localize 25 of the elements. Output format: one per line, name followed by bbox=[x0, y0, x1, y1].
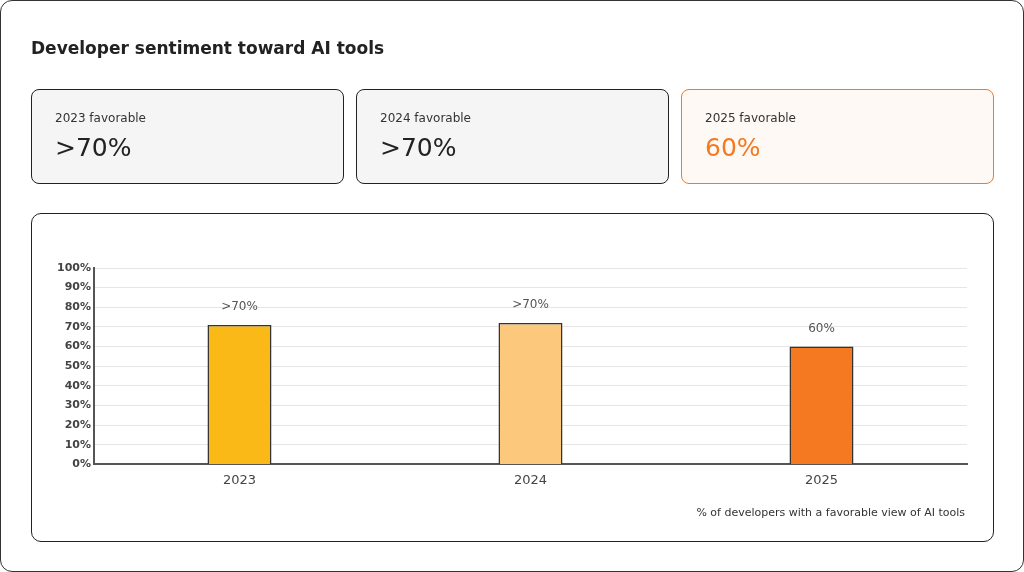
text: % of developers with a favorable view of AI tools bbox=[696, 506, 965, 519]
y-tick-label: 60% bbox=[64, 339, 91, 353]
y-tick-label: 50% bbox=[64, 359, 91, 373]
category-label: 2023 favorable bbox=[55, 111, 146, 125]
category-label: 2025 favorable bbox=[705, 111, 796, 125]
data-label: >70% bbox=[512, 297, 549, 312]
text: >70% bbox=[380, 133, 457, 162]
text: Developer sentiment toward AI tools bbox=[31, 38, 385, 58]
y-tick-label: 90% bbox=[64, 280, 91, 294]
y-tick-label: 80% bbox=[64, 300, 91, 314]
y-tick-label: 0% bbox=[72, 457, 91, 471]
y-tick-label: 100% bbox=[57, 260, 91, 274]
text: >70% bbox=[55, 133, 132, 162]
y-tick-label: 10% bbox=[64, 437, 91, 451]
category-label: 2024 favorable bbox=[380, 111, 471, 125]
y-tick-label: 30% bbox=[64, 398, 91, 412]
text: 60% bbox=[705, 133, 761, 162]
x-tick-label: 2025 bbox=[804, 471, 839, 487]
data-label: >70% bbox=[221, 299, 258, 314]
y-tick-label: 40% bbox=[64, 378, 91, 392]
y-tick-label: 70% bbox=[64, 319, 91, 333]
data-label: 60% bbox=[808, 320, 835, 335]
y-tick-label: 20% bbox=[64, 417, 91, 431]
x-tick-label: 2023 bbox=[222, 471, 257, 487]
x-tick-label: 2024 bbox=[513, 471, 548, 487]
